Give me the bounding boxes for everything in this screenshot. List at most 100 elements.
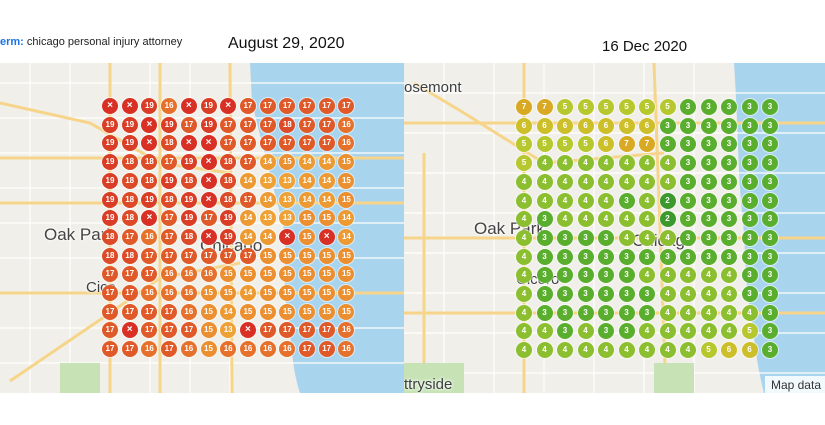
rank-pin[interactable]: 18	[121, 191, 138, 208]
rank-pin[interactable]: 5	[577, 99, 594, 115]
rank-pin[interactable]: 3	[762, 267, 778, 284]
rank-pin[interactable]: 17	[141, 247, 158, 264]
rank-pin[interactable]: 15	[318, 247, 335, 264]
rank-pin[interactable]: 19	[161, 116, 178, 133]
rank-pin[interactable]: 17	[259, 116, 276, 133]
rank-pin[interactable]: 16	[180, 341, 197, 358]
rank-pin[interactable]: 17	[239, 98, 256, 114]
rank-pin[interactable]: 3	[762, 211, 778, 228]
rank-pin[interactable]: 14	[239, 172, 256, 189]
rank-pin[interactable]: 3	[700, 248, 717, 265]
rank-pin[interactable]: 3	[721, 99, 737, 115]
rank-pin[interactable]: 18	[180, 228, 197, 245]
rank-pin[interactable]: 17	[141, 322, 158, 339]
rank-pin[interactable]: 16	[279, 341, 296, 358]
rank-pin[interactable]: ×	[121, 322, 138, 339]
rank-pin[interactable]: ×	[141, 116, 158, 133]
rank-pin[interactable]: 3	[639, 304, 655, 321]
rank-pin[interactable]: 4	[516, 342, 532, 359]
rank-pin[interactable]: 3	[741, 211, 758, 228]
rank-pin[interactable]: 6	[598, 136, 614, 153]
rank-pin[interactable]: 4	[577, 192, 594, 209]
rank-pin[interactable]: 3	[598, 323, 614, 340]
rank-pin[interactable]: 4	[536, 342, 553, 359]
rank-pin[interactable]: 4	[618, 229, 635, 246]
rank-pin[interactable]: 4	[598, 342, 614, 359]
rank-pin[interactable]: 3	[598, 304, 614, 321]
rank-pin[interactable]: ×	[318, 228, 335, 245]
rank-pin[interactable]: 19	[180, 210, 197, 227]
rank-pin[interactable]: 4	[721, 323, 737, 340]
rank-pin[interactable]: 13	[279, 191, 296, 208]
rank-pin[interactable]: 15	[259, 285, 276, 301]
rank-pin[interactable]: 3	[680, 229, 696, 246]
rank-pin[interactable]: 19	[102, 210, 118, 227]
rank-pin[interactable]: 5	[557, 136, 573, 153]
rank-pin[interactable]: 3	[598, 248, 614, 265]
rank-pin[interactable]: 17	[161, 341, 178, 358]
rank-pin[interactable]: 17	[220, 247, 237, 264]
rank-pin[interactable]: 14	[259, 154, 276, 171]
rank-pin[interactable]: 4	[639, 323, 655, 340]
rank-pin[interactable]: 4	[700, 267, 717, 284]
rank-pin[interactable]: ×	[141, 135, 158, 152]
rank-pin[interactable]: 5	[618, 99, 635, 115]
rank-pin[interactable]: 3	[762, 136, 778, 153]
rank-pin[interactable]: 4	[516, 323, 532, 340]
rank-pin[interactable]: 17	[318, 116, 335, 133]
rank-pin[interactable]: 6	[516, 117, 532, 134]
rank-pin[interactable]: 4	[721, 286, 737, 302]
rank-pin[interactable]: 3	[762, 342, 778, 359]
rank-pin[interactable]: 15	[279, 285, 296, 301]
rank-pin[interactable]: 4	[516, 267, 532, 284]
rank-pin[interactable]: 16	[239, 341, 256, 358]
rank-pin[interactable]: 15	[338, 285, 355, 301]
rank-pin[interactable]: 15	[338, 247, 355, 264]
rank-pin[interactable]: 3	[577, 248, 594, 265]
rank-pin[interactable]: 4	[516, 173, 532, 190]
rank-pin[interactable]: 3	[762, 155, 778, 172]
rank-pin[interactable]: 2	[659, 192, 676, 209]
rank-pin[interactable]: 16	[161, 285, 178, 301]
rank-pin[interactable]: 4	[659, 229, 676, 246]
rank-pin[interactable]: 3	[639, 286, 655, 302]
rank-pin[interactable]: 17	[318, 135, 335, 152]
rank-pin[interactable]: 3	[741, 248, 758, 265]
rank-pin[interactable]: 15	[338, 172, 355, 189]
rank-pin[interactable]: 7	[536, 99, 553, 115]
rank-pin[interactable]: 6	[618, 117, 635, 134]
rank-pin[interactable]: 3	[557, 248, 573, 265]
rank-pin[interactable]: ×	[141, 210, 158, 227]
rank-pin[interactable]: 17	[161, 303, 178, 320]
rank-pin[interactable]: 3	[536, 286, 553, 302]
rank-pin[interactable]: 15	[338, 266, 355, 283]
rank-pin[interactable]: 3	[536, 267, 553, 284]
rank-pin[interactable]: ×	[239, 322, 256, 339]
rank-pin[interactable]: 17	[259, 322, 276, 339]
rank-pin[interactable]: 6	[721, 342, 737, 359]
rank-pin[interactable]: 17	[121, 341, 138, 358]
rank-pin[interactable]: 4	[516, 229, 532, 246]
rank-pin[interactable]: 17	[121, 266, 138, 283]
rank-pin[interactable]: 3	[700, 99, 717, 115]
rank-pin[interactable]: 15	[279, 247, 296, 264]
rank-pin[interactable]: 18	[121, 154, 138, 171]
rank-pin[interactable]: 6	[536, 117, 553, 134]
rank-pin[interactable]: 14	[299, 154, 315, 171]
rank-pin[interactable]: 14	[318, 191, 335, 208]
rank-pin[interactable]: 17	[318, 98, 335, 114]
rank-pin[interactable]: 15	[318, 303, 335, 320]
rank-pin[interactable]: 15	[299, 210, 315, 227]
rank-pin[interactable]: ×	[180, 98, 197, 114]
rank-pin[interactable]: 3	[762, 248, 778, 265]
rank-pin[interactable]: 18	[161, 135, 178, 152]
rank-pin[interactable]: 16	[180, 285, 197, 301]
rank-pin[interactable]: 3	[721, 211, 737, 228]
rank-pin[interactable]: 19	[220, 210, 237, 227]
rank-pin[interactable]: 17	[239, 191, 256, 208]
rank-pin[interactable]: 17	[259, 135, 276, 152]
rank-pin[interactable]: 18	[180, 172, 197, 189]
rank-pin[interactable]: 4	[577, 342, 594, 359]
rank-pin[interactable]: 4	[516, 192, 532, 209]
rank-pin[interactable]: 15	[200, 322, 217, 339]
